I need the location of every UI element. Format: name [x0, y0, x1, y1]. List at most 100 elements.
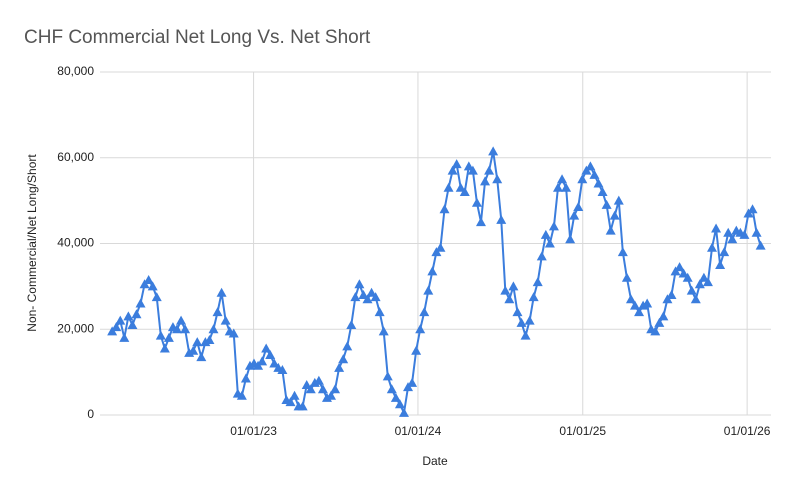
data-point — [589, 169, 600, 179]
data-point — [362, 294, 373, 304]
data-point — [317, 384, 328, 394]
data-point — [459, 187, 470, 197]
data-point — [415, 324, 426, 334]
data-point — [386, 384, 397, 394]
data-point — [609, 210, 620, 220]
data-point — [492, 174, 503, 184]
x-tick-label: 01/01/24 — [395, 424, 442, 438]
data-point — [471, 197, 482, 207]
data-point — [407, 377, 418, 387]
data-point — [394, 399, 405, 409]
data-point — [155, 330, 166, 340]
data-point — [480, 176, 491, 186]
data-point — [585, 161, 596, 171]
y-tick-label: 40,000 — [57, 236, 94, 250]
data-point — [747, 204, 758, 214]
data-point — [565, 234, 576, 244]
data-point — [751, 227, 762, 237]
data-point — [289, 390, 300, 400]
data-point — [370, 292, 381, 302]
data-point — [512, 307, 523, 317]
data-point — [613, 195, 624, 205]
data-point — [313, 375, 324, 385]
data-point — [755, 240, 766, 250]
data-point — [342, 341, 353, 351]
data-point — [451, 159, 462, 169]
data-point — [439, 204, 450, 214]
data-point — [694, 279, 705, 289]
data-point — [642, 298, 653, 308]
data-point — [455, 182, 466, 192]
data-point — [277, 364, 288, 374]
data-point — [374, 307, 385, 317]
data-point — [176, 315, 187, 325]
x-tick-label: 01/01/25 — [559, 424, 606, 438]
data-point — [528, 292, 539, 302]
data-point — [504, 294, 515, 304]
data-point — [682, 272, 693, 282]
data-point — [654, 317, 665, 327]
data-point — [666, 289, 677, 299]
data-point — [196, 352, 207, 362]
data-point — [228, 328, 239, 338]
data-point — [212, 307, 223, 317]
y-axis-title: Non- Commercial/Net Long/Short — [25, 154, 39, 332]
data-point — [540, 229, 551, 239]
data-point — [500, 285, 511, 295]
data-point — [544, 238, 555, 248]
data-point — [382, 371, 393, 381]
data-point — [257, 356, 268, 366]
data-point — [597, 187, 608, 197]
data-point — [123, 311, 134, 321]
data-point — [427, 266, 438, 276]
x-axis-title: Date — [422, 454, 448, 468]
data-point — [625, 294, 636, 304]
data-point — [484, 165, 495, 175]
data-point — [115, 315, 126, 325]
data-point — [593, 178, 604, 188]
data-point — [240, 373, 251, 383]
data-point — [163, 332, 174, 342]
data-point — [131, 309, 142, 319]
data-point — [443, 182, 454, 192]
data-point — [650, 326, 661, 336]
data-point — [354, 279, 365, 289]
data-point — [524, 315, 535, 325]
data-point — [520, 330, 531, 340]
data-point — [561, 182, 572, 192]
data-point — [220, 315, 231, 325]
data-point — [334, 362, 345, 372]
data-point — [467, 165, 478, 175]
data-point — [463, 161, 474, 171]
y-tick-label: 60,000 — [57, 150, 94, 164]
data-point — [423, 285, 434, 295]
data-point — [516, 317, 527, 327]
data-point — [727, 234, 738, 244]
data-point — [711, 223, 722, 233]
data-point — [475, 217, 486, 227]
data-point — [261, 343, 272, 353]
y-tick-label: 20,000 — [57, 321, 94, 335]
data-point — [508, 281, 519, 291]
data-point — [536, 251, 547, 261]
data-point — [338, 354, 349, 364]
data-point — [350, 292, 361, 302]
data-point — [739, 229, 750, 239]
data-point — [678, 268, 689, 278]
data-point — [723, 227, 734, 237]
data-point — [378, 326, 389, 336]
data-point — [532, 277, 543, 287]
data-point — [629, 300, 640, 310]
data-point — [216, 287, 227, 297]
data-point — [419, 307, 430, 317]
data-point — [488, 146, 499, 156]
data-point — [690, 294, 701, 304]
data-point — [172, 324, 183, 334]
data-point — [265, 349, 276, 359]
data-point — [159, 343, 170, 353]
data-point — [496, 214, 507, 224]
data-point — [180, 324, 191, 334]
data-point — [719, 247, 730, 257]
